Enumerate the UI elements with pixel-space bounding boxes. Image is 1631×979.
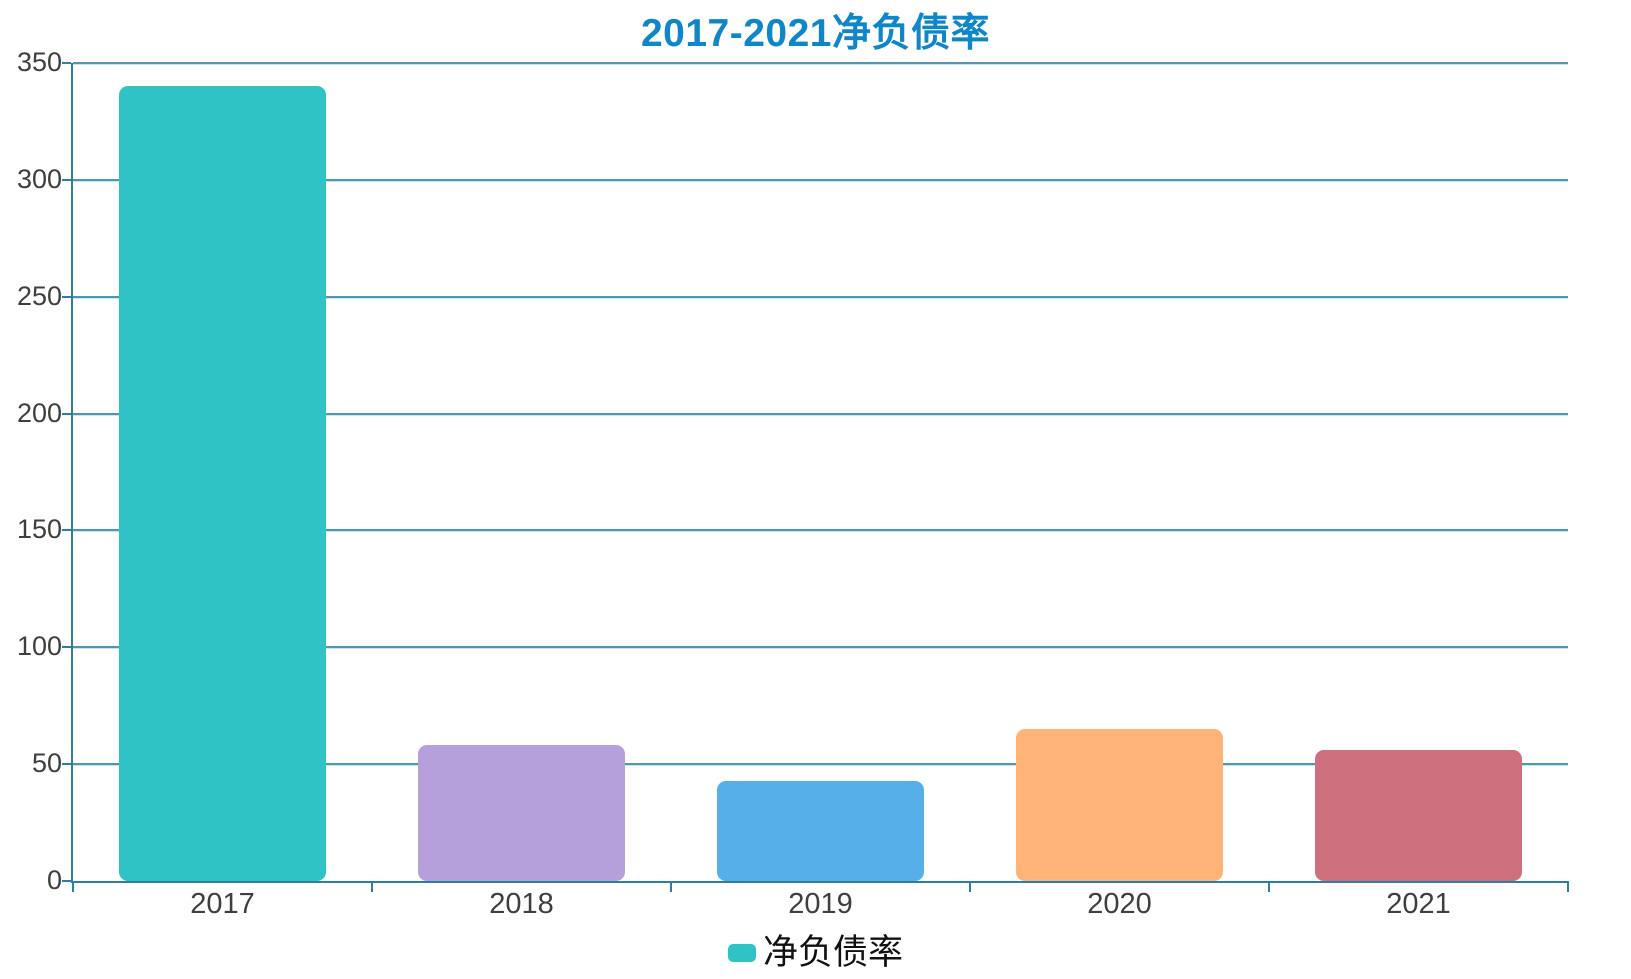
bar-2019[interactable] [717,780,924,881]
x-tick [371,881,373,892]
x-tick [1567,881,1569,892]
legend-label: 净负债率 [762,933,903,972]
chart-title: 2017-2021净负债率 [640,12,990,55]
x-axis-line [71,881,1568,883]
y-axis-label-150: 150 [16,514,62,545]
y-tick [62,529,71,532]
y-tick [62,646,71,649]
gridline-200 [73,412,1568,415]
y-axis-label-100: 100 [16,631,62,662]
x-axis-label-2021: 2021 [1386,888,1451,920]
y-tick [62,178,71,181]
gridline-250 [73,295,1568,298]
gridline-100 [73,646,1568,649]
y-axis-label-50: 50 [31,748,62,779]
x-axis-label-2019: 2019 [788,888,853,920]
legend: 净负债率 [0,930,1631,976]
x-tick [670,881,672,892]
y-axis-label-250: 250 [16,280,62,311]
x-axis-label-2018: 2018 [489,888,554,920]
y-tick [62,763,71,766]
x-tick [1268,881,1270,892]
legend-item-net-debt-ratio[interactable]: 净负债率 [727,930,903,976]
gridline-350 [73,62,1568,64]
plot-area [62,62,1569,892]
y-tick [62,880,71,882]
bar-2020[interactable] [1016,729,1223,881]
x-axis-label-2017: 2017 [190,888,255,920]
gridline-300 [73,178,1568,181]
gridline-150 [73,529,1568,532]
x-tick [969,881,971,892]
bar-2017[interactable] [119,86,326,881]
bar-2021[interactable] [1315,750,1522,881]
y-axis-line [71,63,73,883]
y-axis-label-350: 350 [16,47,62,77]
y-tick [62,295,71,298]
y-axis-label-0: 0 [46,865,62,895]
y-tick [62,62,71,64]
x-tick [72,881,74,892]
gridline-50 [73,763,1568,766]
bar-2018[interactable] [418,745,625,881]
legend-marker-icon [727,944,756,962]
y-axis-label-200: 200 [16,397,62,428]
y-axis-label-300: 300 [16,163,62,194]
x-axis-label-2020: 2020 [1087,888,1152,920]
y-tick [62,412,71,415]
